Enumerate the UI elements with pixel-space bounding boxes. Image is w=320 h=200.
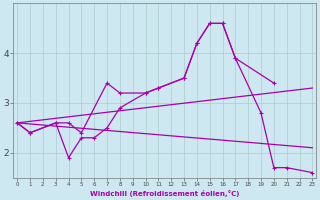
X-axis label: Windchill (Refroidissement éolien,°C): Windchill (Refroidissement éolien,°C) (90, 190, 239, 197)
